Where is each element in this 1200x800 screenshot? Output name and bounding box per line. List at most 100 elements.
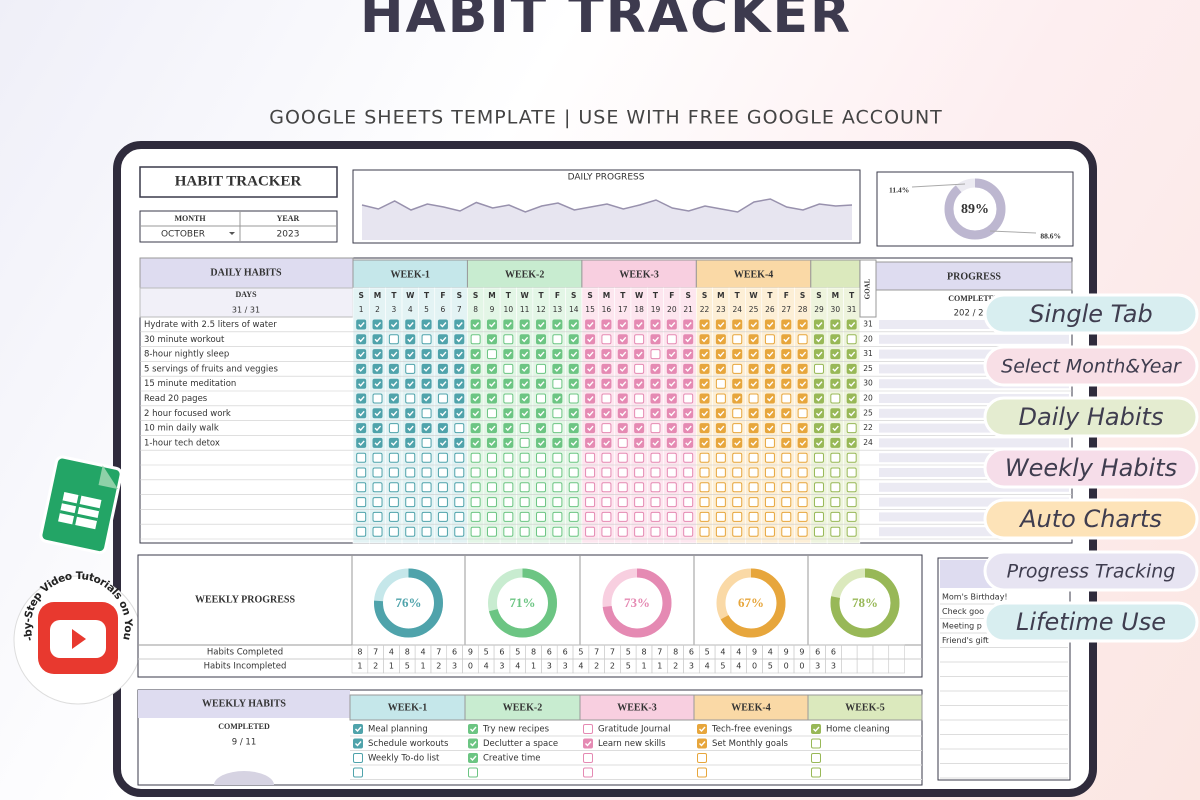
checkbox[interactable] — [846, 526, 857, 537]
checkbox[interactable] — [634, 393, 645, 404]
checkbox[interactable] — [846, 467, 857, 478]
checkbox[interactable] — [601, 423, 612, 434]
checkbox[interactable] — [503, 423, 514, 434]
checkbox[interactable] — [568, 482, 579, 493]
checkbox[interactable] — [764, 526, 775, 537]
checkbox[interactable] — [421, 363, 432, 374]
checkbox[interactable] — [356, 334, 367, 345]
checkbox[interactable] — [650, 319, 661, 330]
checkbox[interactable] — [830, 497, 841, 508]
checkbox[interactable] — [568, 437, 579, 448]
checkbox[interactable] — [666, 526, 677, 537]
checkbox[interactable] — [764, 467, 775, 478]
checkbox[interactable] — [437, 467, 448, 478]
checkbox[interactable] — [437, 511, 448, 522]
checkbox[interactable] — [683, 511, 694, 522]
checkbox[interactable] — [470, 408, 481, 419]
checkbox[interactable] — [764, 378, 775, 389]
checkbox[interactable] — [781, 378, 792, 389]
checkbox[interactable] — [811, 738, 821, 749]
checkbox[interactable] — [503, 526, 514, 537]
checkbox[interactable] — [732, 393, 743, 404]
checkbox[interactable] — [454, 334, 465, 345]
checkbox[interactable] — [634, 408, 645, 419]
checkbox[interactable] — [503, 467, 514, 478]
checkbox[interactable] — [388, 467, 399, 478]
checkbox[interactable] — [666, 408, 677, 419]
checkbox[interactable] — [650, 334, 661, 345]
checkbox[interactable] — [583, 738, 593, 749]
checkbox[interactable] — [437, 526, 448, 537]
checkbox[interactable] — [568, 363, 579, 374]
checkbox[interactable] — [650, 378, 661, 389]
checkbox[interactable] — [536, 511, 547, 522]
checkbox[interactable] — [536, 482, 547, 493]
checkbox[interactable] — [715, 482, 726, 493]
checkbox[interactable] — [683, 378, 694, 389]
checkbox[interactable] — [846, 334, 857, 345]
checkbox[interactable] — [732, 408, 743, 419]
checkbox[interactable] — [356, 319, 367, 330]
checkbox[interactable] — [503, 437, 514, 448]
checkbox[interactable] — [536, 423, 547, 434]
checkbox[interactable] — [405, 497, 416, 508]
checkbox[interactable] — [421, 393, 432, 404]
checkbox[interactable] — [601, 452, 612, 463]
checkbox[interactable] — [830, 408, 841, 419]
checkbox[interactable] — [536, 349, 547, 360]
checkbox[interactable] — [813, 423, 824, 434]
checkbox[interactable] — [650, 437, 661, 448]
checkbox[interactable] — [568, 319, 579, 330]
checkbox[interactable] — [666, 423, 677, 434]
checkbox[interactable] — [764, 423, 775, 434]
checkbox[interactable] — [797, 497, 808, 508]
checkbox[interactable] — [650, 511, 661, 522]
checkbox[interactable] — [732, 511, 743, 522]
checkbox[interactable] — [503, 511, 514, 522]
checkbox[interactable] — [764, 393, 775, 404]
checkbox[interactable] — [486, 437, 497, 448]
checkbox[interactable] — [683, 363, 694, 374]
checkbox[interactable] — [454, 482, 465, 493]
checkbox[interactable] — [437, 437, 448, 448]
checkbox[interactable] — [503, 363, 514, 374]
checkbox[interactable] — [683, 349, 694, 360]
checkbox[interactable] — [666, 319, 677, 330]
checkbox[interactable] — [470, 423, 481, 434]
checkbox[interactable] — [666, 437, 677, 448]
checkbox[interactable] — [715, 467, 726, 478]
checkbox[interactable] — [846, 482, 857, 493]
checkbox[interactable] — [797, 393, 808, 404]
checkbox[interactable] — [699, 349, 710, 360]
checkbox[interactable] — [353, 724, 363, 734]
checkbox[interactable] — [683, 408, 694, 419]
checkbox[interactable] — [536, 467, 547, 478]
checkbox[interactable] — [486, 363, 497, 374]
checkbox[interactable] — [715, 437, 726, 448]
year-value[interactable]: 2023 — [277, 230, 300, 240]
checkbox[interactable] — [813, 363, 824, 374]
checkbox[interactable] — [388, 482, 399, 493]
checkbox[interactable] — [421, 408, 432, 419]
checkbox[interactable] — [650, 497, 661, 508]
checkbox[interactable] — [650, 467, 661, 478]
checkbox[interactable] — [781, 452, 792, 463]
checkbox[interactable] — [748, 334, 759, 345]
checkbox[interactable] — [356, 393, 367, 404]
checkbox[interactable] — [470, 393, 481, 404]
checkbox[interactable] — [666, 452, 677, 463]
feature-pill[interactable] — [983, 601, 1199, 643]
checkbox[interactable] — [372, 423, 383, 434]
checkbox[interactable] — [585, 526, 596, 537]
checkbox[interactable] — [568, 393, 579, 404]
checkbox[interactable] — [732, 467, 743, 478]
checkbox[interactable] — [797, 482, 808, 493]
checkbox[interactable] — [764, 511, 775, 522]
checkbox[interactable] — [470, 452, 481, 463]
checkbox[interactable] — [503, 497, 514, 508]
checkbox[interactable] — [846, 511, 857, 522]
checkbox[interactable] — [536, 497, 547, 508]
checkbox[interactable] — [519, 452, 530, 463]
checkbox[interactable] — [781, 319, 792, 330]
checkbox[interactable] — [764, 497, 775, 508]
